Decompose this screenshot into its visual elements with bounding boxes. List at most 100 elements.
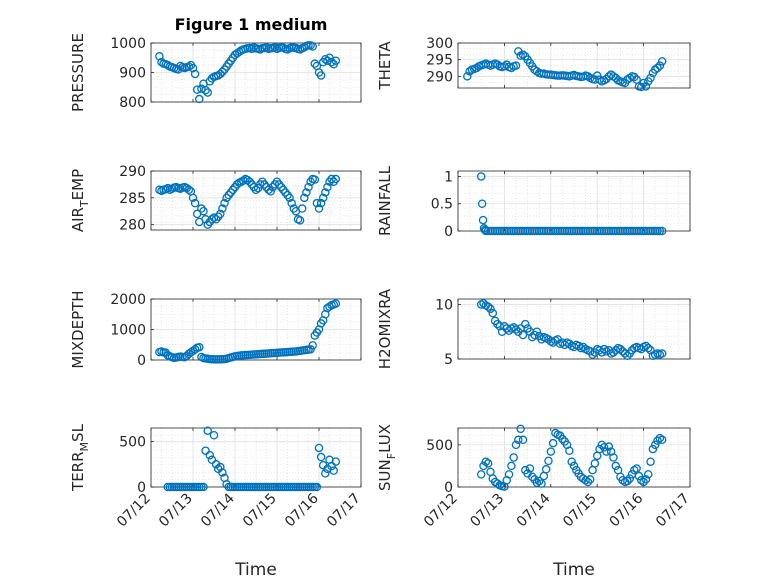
y-tick-label: 295 (426, 53, 453, 69)
data-point (623, 476, 632, 486)
data-point (646, 346, 655, 355)
y-axis-label-text: THETA (376, 41, 394, 91)
y-axis-label: AIRTEMP (69, 169, 91, 232)
data-point (184, 62, 194, 71)
data-points (155, 299, 341, 364)
axes-background (458, 428, 690, 487)
data-point (648, 444, 658, 454)
y-axis-label-subscript: M (78, 442, 91, 452)
y-tick-label: 5 (444, 352, 453, 368)
data-point (283, 190, 292, 200)
data-point (262, 43, 271, 52)
data-point (304, 182, 313, 192)
data-point (655, 61, 665, 70)
data-point (205, 450, 215, 460)
data-point (331, 174, 341, 184)
data-point (329, 177, 338, 186)
data-point (634, 471, 644, 481)
subplot-6: 5 10 H2OMIXRA (376, 288, 691, 369)
data-point (655, 226, 665, 236)
data-point (279, 185, 288, 195)
data-point (630, 465, 639, 475)
data-point (316, 198, 326, 208)
data-point (201, 215, 210, 224)
data-point (525, 464, 535, 473)
data-point (609, 348, 618, 357)
data-point (239, 176, 248, 185)
data-point (188, 63, 198, 73)
data-point (588, 350, 597, 359)
x-tick-label: 07/14 (514, 490, 554, 530)
data-point (643, 470, 653, 479)
data-point (616, 344, 625, 354)
data-point (243, 175, 252, 185)
data-point (289, 204, 299, 213)
y-tick-label: 300 (426, 36, 453, 52)
data-point (323, 182, 332, 192)
data-point (657, 226, 667, 236)
data-point (476, 172, 486, 181)
data-points (463, 47, 667, 92)
data-point (285, 193, 294, 203)
data-point (585, 475, 595, 484)
data-point (609, 453, 618, 462)
data-point (216, 462, 225, 472)
data-point (583, 477, 593, 487)
data-point (247, 44, 257, 54)
y-tick-label: 0 (137, 480, 146, 496)
y-tick-label: 1000 (110, 36, 146, 52)
y-tick-label: 285 (119, 191, 146, 207)
data-point (281, 188, 290, 197)
data-point (203, 426, 212, 435)
y-axis-label-text: LUX (376, 424, 394, 453)
data-point (583, 72, 593, 81)
data-point (314, 204, 324, 213)
data-point (518, 330, 528, 340)
data-point (653, 63, 662, 73)
data-points (155, 174, 341, 229)
x-tick-label: 07/13 (467, 491, 507, 531)
figure-title: Figure 1 medium (175, 15, 328, 34)
data-point (493, 479, 502, 488)
data-point (312, 482, 322, 492)
data-point (318, 193, 328, 203)
data-point (483, 459, 493, 468)
data-point (251, 185, 261, 195)
data-point (514, 435, 523, 445)
data-point (504, 470, 514, 479)
data-point (216, 69, 225, 79)
data-point (218, 468, 227, 477)
subplot-7: 0 500 07/12 07/13 07/14 07/15 07/16 07/17 TERRMS… (69, 423, 364, 580)
data-point (316, 452, 326, 462)
y-axis-label-text: RAINFALL (376, 165, 394, 236)
data-point (197, 204, 206, 213)
data-point (574, 341, 583, 351)
y-axis-label: TERRMSL (69, 423, 91, 492)
data-point (602, 447, 611, 456)
data-point (641, 475, 651, 484)
axes-box (457, 42, 691, 89)
data-point (567, 457, 576, 466)
y-axis-label: SUNFLUX (376, 424, 398, 491)
data-point (195, 94, 204, 104)
data-point (632, 464, 641, 473)
data-point (197, 84, 206, 93)
x-axis-label: Time (552, 560, 595, 580)
data-point (511, 61, 521, 70)
y-tick-label: 1 (444, 169, 453, 185)
data-point (604, 442, 614, 451)
data-point (521, 319, 530, 329)
data-point (641, 82, 651, 91)
data-point (331, 299, 341, 308)
x-tick-label: 07/17 (324, 491, 364, 531)
data-point (655, 433, 665, 443)
data-point (211, 215, 221, 224)
y-axis-label-subscript: T (78, 200, 91, 208)
x-tick-label: 07/13 (156, 491, 196, 531)
y-axis-label: RAINFALL (376, 165, 394, 236)
data-point (211, 460, 221, 469)
y-tick-label: 280 (119, 218, 146, 234)
axes-box (457, 298, 691, 360)
y-axis-label: PRESSURE (69, 33, 87, 112)
